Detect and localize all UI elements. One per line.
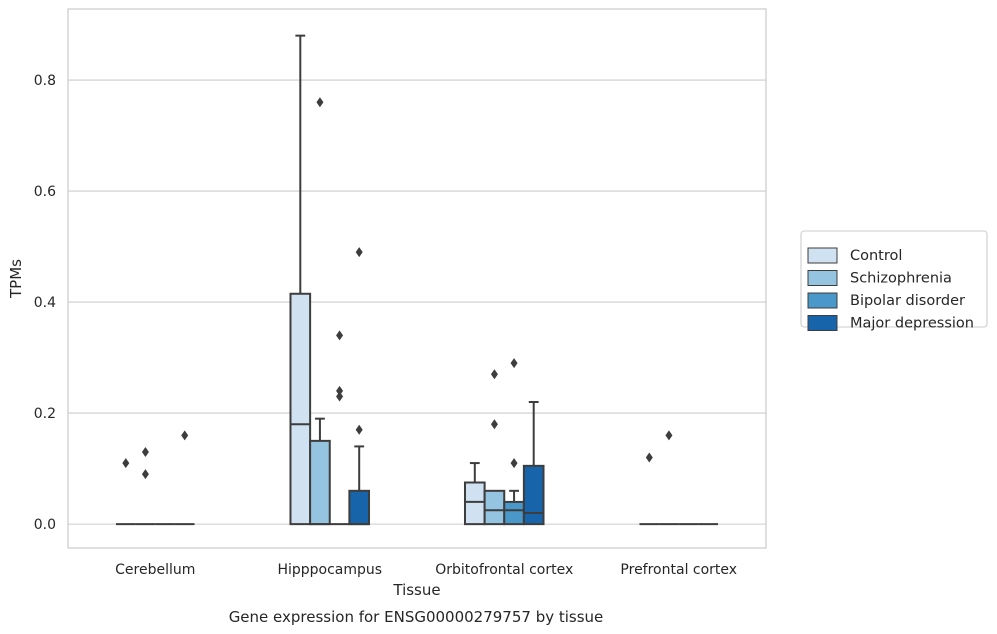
legend-frame	[800, 230, 988, 328]
box-3-0	[639, 452, 660, 526]
outlier-point	[490, 369, 498, 380]
legend-label: Bipolar disorder	[850, 293, 965, 309]
legend-swatch	[807, 292, 838, 309]
legend-label: Schizophrenia	[850, 271, 952, 287]
box-1-2	[329, 330, 350, 526]
y-tick-label: 0.4	[34, 295, 56, 311]
outlier-point	[355, 247, 363, 258]
outlier-point	[122, 458, 130, 469]
outlier-point	[141, 446, 149, 457]
outlier-point	[355, 424, 363, 435]
box-series	[115, 34, 719, 526]
legend-swatch	[807, 315, 838, 331]
x-tick-label: Orbitofrontal cortex	[435, 562, 573, 578]
y-tick-label: 0.0	[34, 517, 56, 533]
y-axis-label: TPMs	[7, 259, 25, 299]
box-body	[483, 489, 506, 526]
outlier-point	[490, 419, 498, 430]
legend: Control Schizophrenia Bipolar disorder Majo…	[800, 230, 988, 332]
legend-swatch	[807, 247, 838, 264]
y-tick-label: 0.6	[34, 184, 56, 200]
legend-label: Control	[850, 248, 902, 264]
outlier-point	[510, 358, 518, 369]
x-tick-label: Hipppocampus	[277, 562, 382, 578]
box-2-3	[522, 401, 545, 526]
box-1-0	[289, 34, 312, 526]
x-axis-ticks: Cerebellum Hipppocampus Orbitofrontal cort…	[115, 562, 737, 578]
box-1-1	[309, 97, 331, 526]
outlier-point	[181, 430, 189, 441]
box-body	[289, 292, 312, 526]
outlier-point	[645, 452, 653, 463]
y-tick-label: 0.2	[34, 406, 56, 422]
chart-caption: Gene expression for ENSG00000279757 by t…	[229, 608, 604, 626]
box-3-1	[659, 430, 679, 526]
legend-swatch	[807, 270, 838, 286]
box-1-3	[348, 247, 371, 526]
x-tick-label: Prefrontal cortex	[620, 562, 737, 578]
box-2-0	[463, 462, 486, 526]
outlier-point	[665, 430, 673, 441]
x-tick-label: Cerebellum	[115, 562, 195, 578]
legend-label: Major depression	[850, 316, 974, 332]
box-body	[503, 500, 525, 526]
outlier-point	[336, 330, 344, 341]
box-body	[309, 439, 331, 526]
outlier-point	[336, 391, 344, 402]
gridlines	[68, 79, 766, 525]
outlier-point	[336, 385, 344, 396]
y-axis-ticks: 0.0 0.2 0.4 0.6 0.8	[34, 73, 56, 533]
plot-frame	[67, 8, 767, 549]
box-2-2	[503, 358, 525, 526]
outlier-point	[510, 458, 518, 469]
box-0-3	[174, 430, 195, 526]
outlier-point	[141, 469, 149, 480]
box-0-1	[135, 446, 156, 526]
y-tick-label: 0.8	[34, 73, 56, 89]
x-axis-label: Tissue	[392, 581, 440, 599]
box-body	[522, 464, 545, 526]
box-2-1	[483, 369, 506, 526]
box-0-0	[115, 458, 136, 526]
outlier-point	[316, 97, 324, 108]
box-body	[463, 481, 486, 526]
box-body	[348, 489, 371, 526]
